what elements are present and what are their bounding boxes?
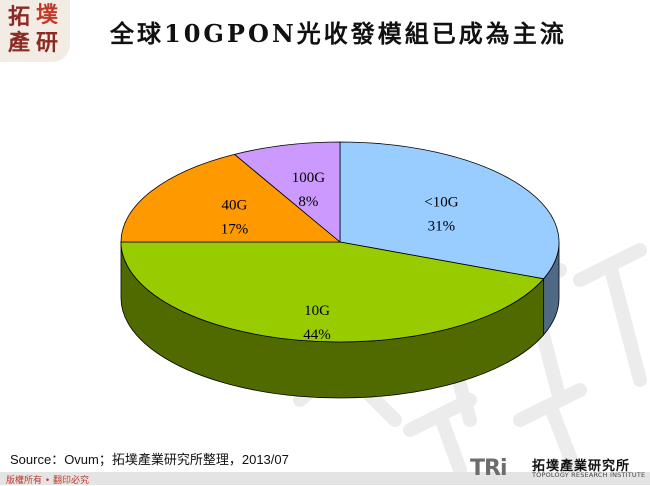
tri-logo: TRi 拓墣產業研究所 TOPOLOGY RESEARCH INSTITUTE — [470, 454, 650, 484]
pie-tops — [120, 141, 560, 343]
tri-brand-cn: 拓墣產業研究所 — [532, 459, 631, 474]
slice-category-label: 40G — [222, 197, 248, 213]
slice-category-label: 10G — [304, 303, 330, 319]
slice-percent-label: 17% — [221, 221, 249, 237]
pie-labels: <10G 31% 10G 44% 40G 17% 100G 8% — [221, 170, 459, 343]
logo-char: 墣 — [36, 2, 59, 28]
pie-slice — [120, 241, 545, 343]
tri-brand-en: TOPOLOGY RESEARCH INSTITUTE — [532, 471, 646, 479]
footer-bar — [0, 472, 650, 485]
slice-percent-label: 8% — [298, 194, 318, 210]
logo-char: 研 — [36, 30, 59, 56]
slice-percent-label: 31% — [428, 219, 456, 235]
copyright-note: 版權所有 • 翻印必究 — [6, 476, 90, 486]
institute-logo: 拓 墣 產 研 — [0, 0, 70, 62]
slide-title: 全球10GPON光收發模組已成為主流 — [110, 19, 567, 48]
logo-char: 拓 — [8, 4, 31, 30]
pie-slice — [339, 141, 560, 280]
tri-brand-mark: TRi — [470, 456, 507, 481]
source-note: Source：Ovum；拓墣產業研究所整理，2013/07 — [10, 452, 289, 467]
slice-category-label: 100G — [292, 170, 326, 186]
slice-category-label: <10G — [424, 195, 458, 211]
pie-slice — [233, 141, 341, 243]
slice-percent-label: 44% — [303, 327, 331, 343]
pie-slice — [120, 153, 342, 243]
logo-char: 產 — [8, 30, 31, 56]
